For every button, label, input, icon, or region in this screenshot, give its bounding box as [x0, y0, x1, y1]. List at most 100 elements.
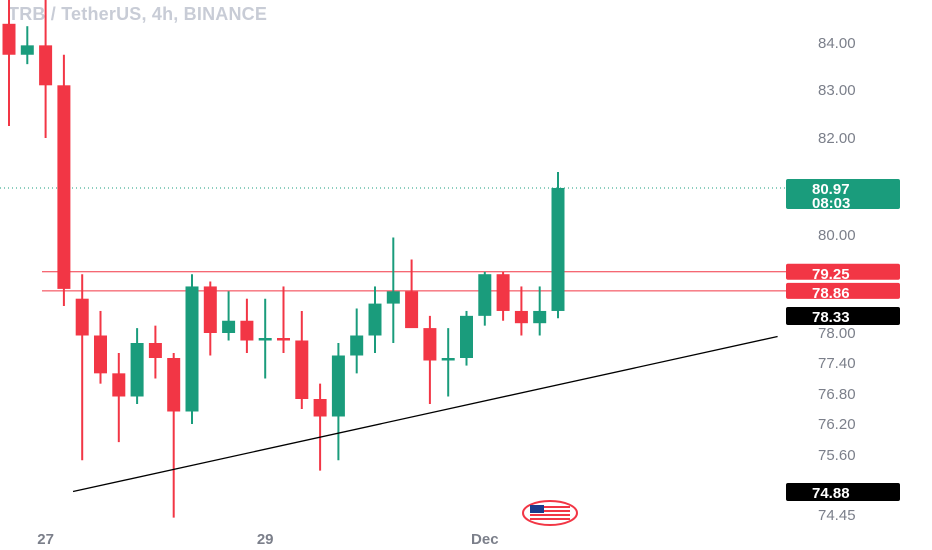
y-tick-label: 76.20 [818, 416, 856, 433]
y-tick-label: 74.45 [818, 507, 856, 524]
candle [203, 281, 217, 356]
candle-body [551, 187, 565, 311]
candle-body [533, 310, 547, 324]
candle-body [94, 335, 107, 374]
candle [460, 310, 473, 366]
candle [533, 286, 547, 336]
x-tick-label: 29 [257, 531, 274, 548]
candle-body [514, 310, 528, 324]
candle-body [331, 355, 345, 417]
y-tick-label: 80.00 [818, 227, 856, 244]
level-label-bg [786, 263, 900, 280]
candle [39, 0, 53, 138]
level-label-bg [786, 282, 900, 299]
candle [277, 286, 290, 353]
level-label-text: 79.25 [812, 266, 850, 283]
trendline-start-label-text: 74.88 [812, 485, 850, 502]
flag-icon [522, 500, 578, 526]
candle-body [496, 274, 510, 311]
candle-body [386, 291, 400, 304]
trendline-end-label-bg [786, 307, 900, 325]
candle [112, 353, 126, 443]
trendline [72, 335, 778, 493]
candle-body [57, 85, 71, 289]
candle-body [2, 23, 16, 55]
candle [185, 274, 199, 424]
current-price-label-text: 08:03 [812, 195, 850, 212]
candle [295, 310, 309, 409]
candle-body [441, 358, 455, 361]
candle-body [460, 315, 473, 358]
chart-title: TRB / TetherUS, 4h, BINANCE [8, 4, 268, 24]
y-tick-label: 84.00 [818, 35, 856, 52]
candle [551, 171, 565, 319]
candle [240, 298, 254, 353]
y-tick-label: 77.40 [818, 355, 856, 372]
candle [94, 310, 107, 384]
candle-body [240, 320, 254, 341]
trendline-start-label-bg [786, 483, 900, 501]
x-tick-label: Dec [471, 531, 499, 548]
current-price-label-text: 80.97 [812, 181, 850, 198]
candle [130, 328, 144, 404]
candle [167, 353, 181, 518]
candle [331, 343, 345, 461]
level-label: 78.86 [786, 282, 900, 302]
candle-body [295, 340, 309, 399]
trendline-end-label-text: 78.33 [812, 309, 850, 326]
candle [2, 0, 16, 126]
candle-body [313, 399, 327, 417]
y-tick-label: 82.00 [818, 130, 856, 147]
candle-body [423, 328, 437, 361]
candle-body [167, 358, 181, 412]
candle [368, 286, 382, 353]
candle-body [185, 286, 199, 412]
candle-body [258, 338, 272, 341]
y-tick-label: 83.00 [818, 82, 856, 99]
y-tick-label: 78.00 [818, 325, 856, 342]
candle [313, 383, 327, 471]
candle-body [148, 343, 162, 358]
candle-body [20, 45, 34, 55]
current-price-label-bg [786, 178, 900, 209]
candle [222, 291, 236, 341]
candle [441, 328, 455, 397]
candle-body [39, 45, 53, 86]
level-label: 79.25 [786, 263, 900, 283]
candle [386, 237, 400, 343]
flag-canton [530, 505, 544, 513]
candle-body [75, 298, 89, 336]
candle [258, 298, 272, 379]
candle [478, 271, 492, 326]
flag-stripe [530, 518, 570, 520]
trendline-end-label: 78.33 [786, 307, 900, 326]
x-tick-label: 27 [37, 531, 54, 548]
candle [57, 54, 71, 307]
candle [20, 26, 34, 65]
y-tick-label: 75.60 [818, 447, 856, 464]
candle-body [203, 286, 217, 333]
candle [405, 259, 419, 329]
candle-body [112, 373, 126, 397]
candle-body [368, 303, 382, 336]
candle-body [405, 291, 419, 329]
candle [350, 308, 364, 374]
candle-body [350, 335, 364, 356]
candle-body [222, 320, 236, 333]
flag-stripe [530, 506, 570, 508]
trendline-start-label: 74.88 [786, 483, 900, 502]
candle-body [478, 274, 492, 316]
candle-body [130, 343, 144, 397]
candle-body [277, 338, 290, 341]
candle [75, 274, 89, 461]
candle [148, 325, 162, 379]
y-tick-label: 76.80 [818, 386, 856, 403]
level-label-text: 78.86 [812, 285, 850, 302]
candle [514, 286, 528, 336]
flag-stripe [530, 510, 570, 512]
candle [496, 271, 510, 321]
candle [423, 315, 437, 404]
